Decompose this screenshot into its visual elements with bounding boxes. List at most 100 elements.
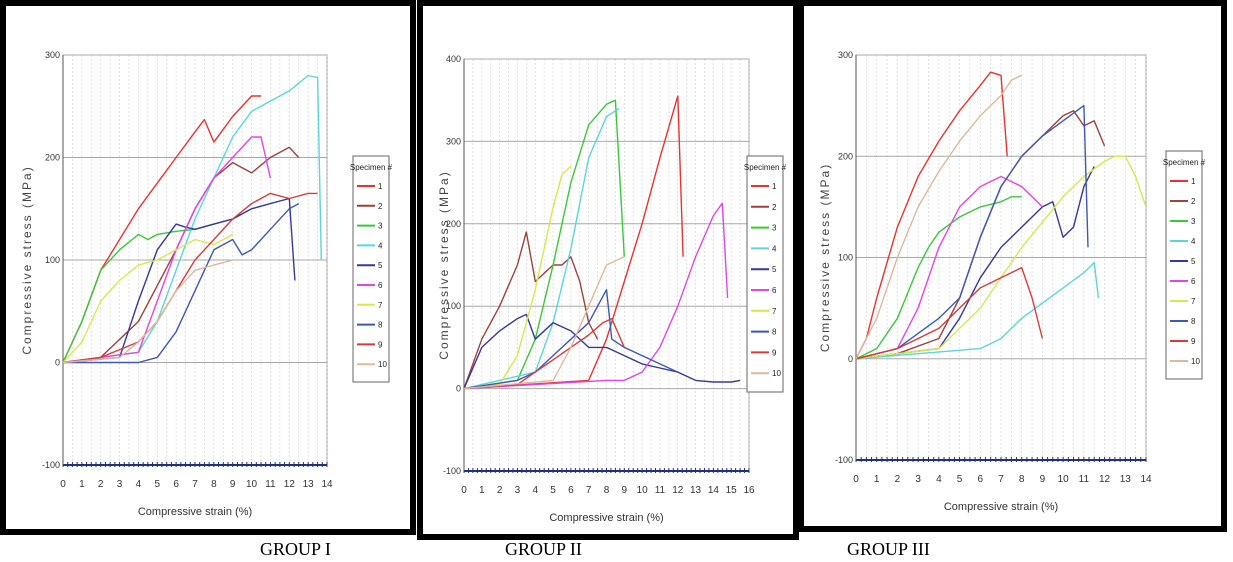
legend-label: 6 [378,281,383,290]
x-tick-label: 10 [246,479,258,490]
y-tick-label: 0 [55,358,60,368]
legend-label: 2 [378,202,383,211]
x-tick-label: 6 [568,485,574,496]
y-tick-label: 300 [446,136,461,146]
legend-label: 1 [1191,177,1196,186]
legend-label: 4 [1191,237,1196,246]
series-line-7 [856,155,1146,360]
legend-box [1165,150,1203,380]
x-axis-title: Compressive strain (%) [138,506,252,518]
series-line-1 [464,95,684,390]
legend-label: 9 [378,340,383,349]
legend-label: 8 [772,328,777,337]
legend-label: 9 [772,348,777,357]
x-tick-label: 12 [1099,474,1111,485]
x-tick-label: 1 [79,479,85,490]
legend-title: Specimen # [350,163,393,172]
y-axis-title: Compressive stress (MPa) [818,163,832,352]
legend-label: 7 [772,307,777,316]
legend-label: 7 [1191,297,1196,306]
series-line-4 [856,261,1100,360]
series-group [464,95,741,390]
y-tick-label: 100 [45,255,60,265]
series-line-7 [63,233,234,363]
x-tick-label: 9 [622,485,628,496]
legend-title: Specimen # [744,163,787,172]
x-tick-label: 9 [230,479,236,490]
x-tick-label: 14 [708,485,720,496]
y-tick-label: -100 [443,466,461,476]
x-tick-label: 0 [853,474,859,485]
legend-label: 5 [378,261,383,270]
series-line-2 [464,231,599,389]
series-line-10 [63,259,233,364]
y-tick-label: -100 [835,455,853,465]
chart-panel-group-2: 0 1 2 3 4 5 6 7 8 9 10 11 12 13 14 15 16 -100 0 100 200 300 40… [417,0,799,540]
x-tick-label: 12 [284,479,296,490]
x-tick-label: 9 [1040,474,1046,485]
chart-panel-group-1: 0 1 2 3 4 5 6 7 8 9 10 11 12 13 14 -100 0 100 200 300 Compre… [0,0,416,535]
group-label-2: GROUP II [505,539,582,559]
x-tick-label: 11 [265,479,276,490]
x-tick-label: 2 [98,479,104,490]
y-tick-label: 100 [446,301,461,311]
x-tick-label: 5 [550,485,556,496]
series-group [856,71,1146,360]
legend-label: 3 [1191,217,1196,226]
legend-label: 5 [1191,257,1196,266]
legend-label: 3 [772,224,777,233]
group-label-1: GROUP I [260,539,331,559]
x-tick-label: 11 [1079,474,1090,485]
x-tick-label: 8 [1019,474,1025,485]
x-tick-label: 10 [1058,474,1070,485]
series-line-7 [464,165,572,390]
x-tick-label: 1 [479,485,485,496]
chart-panel-group-3: 0 1 2 3 4 5 6 7 8 9 10 11 12 13 14 -100 0 100 200 300 Compre… [798,0,1227,532]
legend-label: 1 [772,182,777,191]
series-line-8 [856,104,1089,360]
x-tick-label: 5 [957,474,963,485]
series-line-6 [63,136,272,364]
x-tick-label: 13 [690,485,702,496]
x-tick-label: 3 [515,485,521,496]
x-tick-label: 7 [998,474,1004,485]
legend-box [746,155,784,393]
legend-title: Specimen # [1163,158,1206,167]
legend-label: 10 [1191,357,1200,366]
chart-svg: 0 1 2 3 4 5 6 7 8 9 10 11 12 13 14 15 16-100010020030040… [437,54,787,524]
series-line-10 [464,256,625,390]
x-tick-label: 7 [586,485,592,496]
legend-label: 8 [378,321,383,330]
x-tick-label: 16 [743,485,755,496]
x-tick-label: 13 [303,479,315,490]
y-tick-label: -100 [42,460,60,470]
x-tick-label: 14 [1140,474,1152,485]
legend-label: 4 [772,244,777,253]
legend-label: 3 [378,222,383,231]
x-tick-label: 10 [637,485,649,496]
x-tick-label: 11 [655,485,666,496]
series-line-3 [464,99,625,390]
series-line-3 [856,196,1022,360]
legend-box [352,155,390,383]
x-tick-label: 2 [895,474,901,485]
legend-label: 2 [772,203,777,212]
x-tick-label: 8 [604,485,610,496]
y-axis-title: Compressive stress (MPa) [20,165,34,354]
legend-label: 2 [1191,197,1196,206]
series-line-6 [856,175,1043,360]
legend-label: 5 [772,265,777,274]
legend-label: 9 [1191,337,1196,346]
group-label-3: GROUP III [847,539,930,559]
y-axis-title: Compressive stress (MPa) [437,170,451,359]
x-tick-label: 8 [211,479,217,490]
y-tick-label: 200 [446,219,461,229]
legend-label: 1 [378,182,383,191]
series-line-10 [856,74,1023,360]
x-tick-label: 12 [672,485,684,496]
legend-label: 10 [378,360,387,369]
legend-label: 6 [1191,277,1196,286]
legend-label: 7 [378,301,383,310]
series-line-9 [856,266,1044,360]
chart-svg: 0 1 2 3 4 5 6 7 8 9 10 11 12 13 14-1000100200300Compre… [20,50,393,518]
